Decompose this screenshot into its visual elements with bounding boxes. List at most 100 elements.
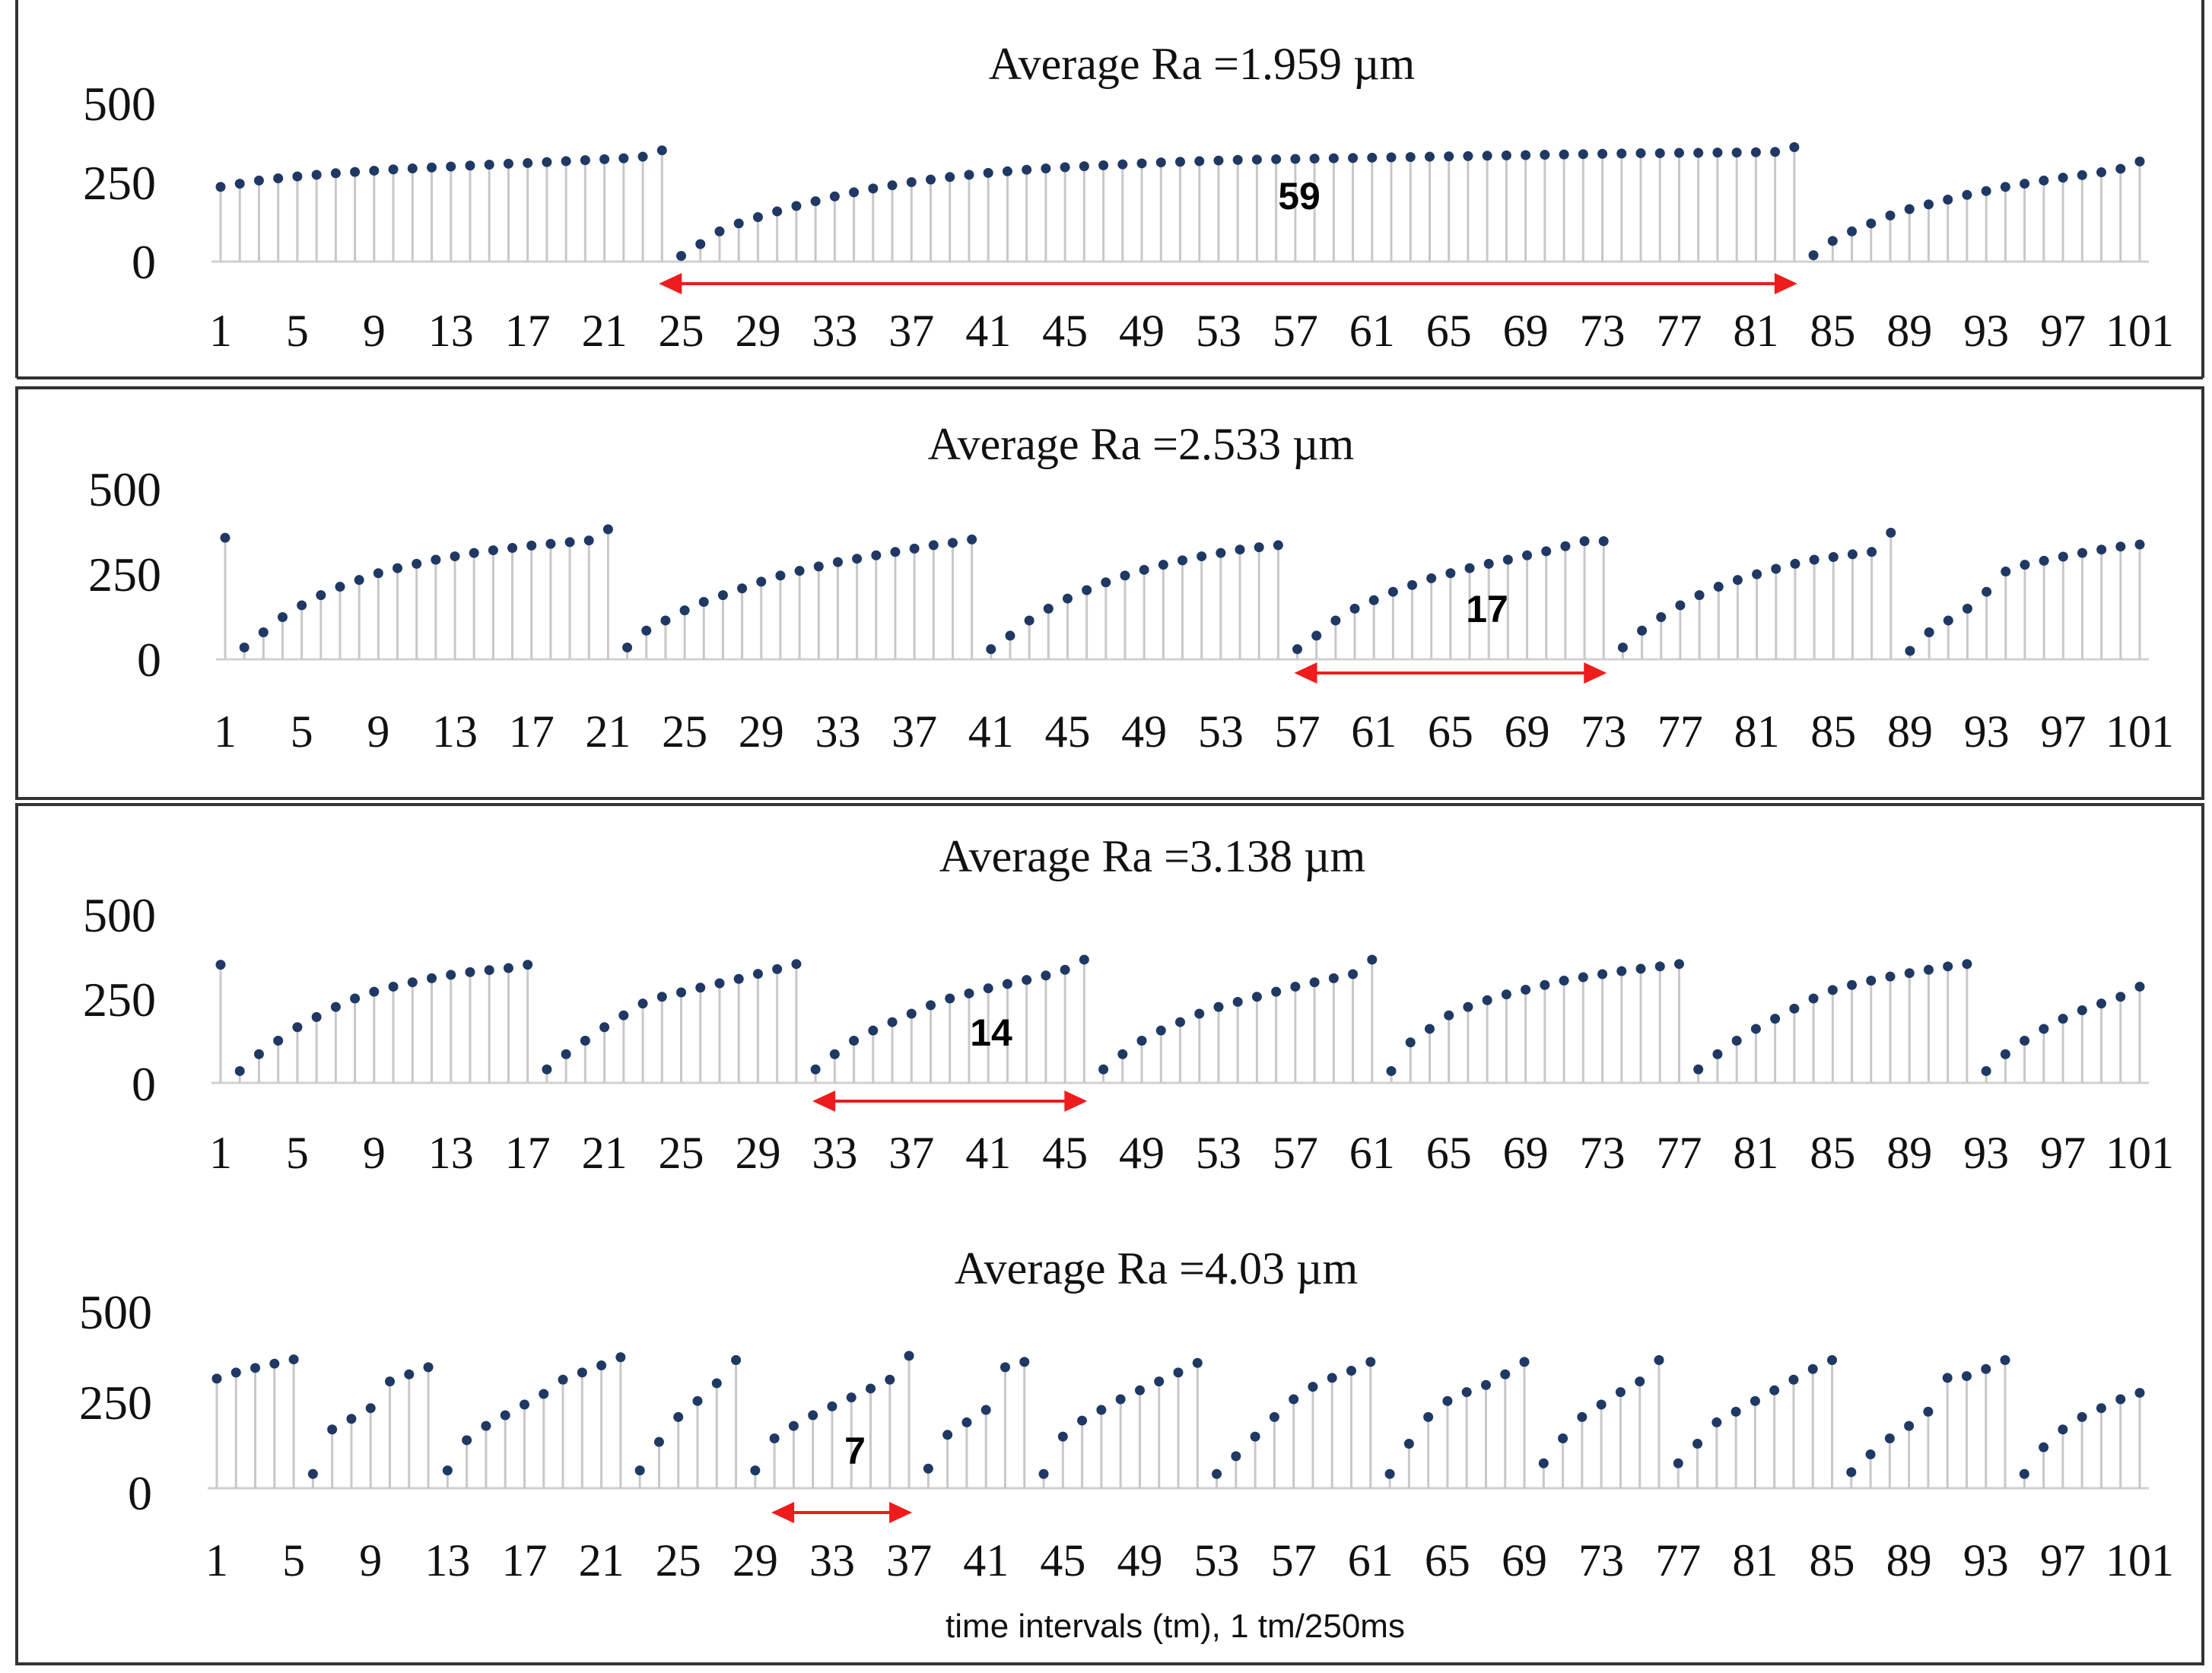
x-tick-label: 97 xyxy=(2040,706,2086,757)
x-tick-label: 29 xyxy=(733,1535,778,1586)
data-point xyxy=(542,1064,552,1075)
data-point xyxy=(2058,1014,2068,1024)
data-point xyxy=(1136,158,1147,169)
data-point xyxy=(1577,1411,1587,1422)
data-point xyxy=(365,1403,376,1414)
data-point xyxy=(393,563,403,573)
data-point xyxy=(1235,544,1245,555)
data-point xyxy=(904,1351,914,1361)
data-point xyxy=(1884,1433,1895,1443)
data-point xyxy=(2039,1442,2049,1452)
data-point xyxy=(849,187,860,198)
chart-3-yticks: 500 250 0 xyxy=(83,888,156,1111)
data-point xyxy=(234,179,245,189)
x-tick-label: 45 xyxy=(1042,306,1088,356)
data-point xyxy=(507,542,518,553)
data-point xyxy=(1770,1014,1781,1024)
data-point xyxy=(1271,154,1282,164)
data-point xyxy=(561,156,571,167)
data-point xyxy=(1943,194,1953,205)
chart-4-xticks: 1 5 9 13 17 21 25 29 33 37 41 45 49 53 57 61 65 69 73 77 81 8… xyxy=(205,1535,2174,1586)
data-point xyxy=(1178,555,1187,566)
data-point xyxy=(1463,1002,1473,1012)
data-point xyxy=(1809,554,1819,565)
x-tick-label: 93 xyxy=(1963,306,2009,356)
x-tick-label: 77 xyxy=(1657,706,1703,757)
x-tick-label: 89 xyxy=(1886,1128,1932,1178)
data-point xyxy=(373,568,383,579)
data-point xyxy=(1847,979,1858,990)
x-tick-label: 9 xyxy=(367,706,389,757)
x-tick-label: 33 xyxy=(812,306,857,356)
data-point xyxy=(292,1022,303,1033)
data-point xyxy=(1827,236,1838,246)
data-point xyxy=(868,183,879,194)
data-point xyxy=(928,540,939,551)
data-point xyxy=(1251,154,1262,165)
data-point xyxy=(752,969,763,979)
data-point xyxy=(1943,961,1953,972)
data-point xyxy=(2001,567,2011,577)
x-tick-label: 21 xyxy=(582,1128,628,1178)
data-point xyxy=(1442,1395,1453,1406)
data-point xyxy=(2077,1411,2087,1422)
data-point xyxy=(1483,558,1494,569)
data-point xyxy=(1635,1376,1645,1387)
data-point xyxy=(1461,1387,1472,1398)
data-point xyxy=(1558,1433,1568,1443)
data-point xyxy=(539,1389,549,1399)
data-point xyxy=(846,1392,857,1403)
data-point xyxy=(641,625,652,636)
data-point xyxy=(1309,977,1320,988)
x-tick-label: 29 xyxy=(735,1128,780,1178)
data-point xyxy=(2115,992,2126,1002)
data-point xyxy=(446,970,456,980)
data-point xyxy=(1057,1431,1068,1442)
data-point xyxy=(346,1414,357,1424)
x-tick-label: 57 xyxy=(1273,1128,1318,1178)
chart-1-title: Average Ra =1.959 µm xyxy=(989,39,1415,89)
data-point xyxy=(2020,560,2030,570)
data-point xyxy=(230,1367,241,1378)
data-point xyxy=(1175,157,1185,167)
x-tick-label: 21 xyxy=(582,306,628,356)
data-point xyxy=(1500,1369,1511,1379)
x-tick-label: 101 xyxy=(2106,306,2174,356)
data-point xyxy=(1154,1376,1165,1387)
data-point xyxy=(273,1036,284,1046)
data-point xyxy=(1579,536,1590,547)
x-tick-label: 65 xyxy=(1426,306,1472,356)
data-point xyxy=(1424,1024,1435,1034)
data-point xyxy=(1308,1382,1318,1392)
data-point xyxy=(211,1373,222,1384)
arrow-head-right xyxy=(889,1502,913,1523)
chart-3-cycle-count: 14 xyxy=(970,1011,1012,1054)
data-point xyxy=(469,548,479,558)
data-point xyxy=(2115,163,2126,174)
x-tick-label: 45 xyxy=(1042,1128,1088,1178)
data-point xyxy=(810,1064,821,1075)
data-point xyxy=(1827,1355,1838,1366)
data-point xyxy=(660,615,671,626)
data-point xyxy=(2115,541,2126,552)
data-point xyxy=(2058,173,2068,183)
data-point xyxy=(1962,189,1972,200)
x-tick-label: 77 xyxy=(1655,1535,1701,1586)
data-point xyxy=(983,167,993,178)
data-point xyxy=(909,543,920,554)
data-point xyxy=(250,1363,261,1373)
data-point xyxy=(1117,1049,1128,1059)
data-point xyxy=(2096,544,2107,555)
data-point xyxy=(1808,250,1819,261)
data-point xyxy=(292,171,303,182)
data-point xyxy=(1082,585,1092,595)
data-point xyxy=(1596,1399,1607,1410)
data-point xyxy=(942,1430,953,1440)
data-point xyxy=(1501,989,1511,1000)
data-point xyxy=(1694,590,1705,601)
data-point xyxy=(1269,1411,1279,1422)
data-point xyxy=(1367,152,1378,163)
data-point xyxy=(1866,975,1877,986)
data-point xyxy=(622,642,633,652)
data-point xyxy=(1559,149,1569,160)
